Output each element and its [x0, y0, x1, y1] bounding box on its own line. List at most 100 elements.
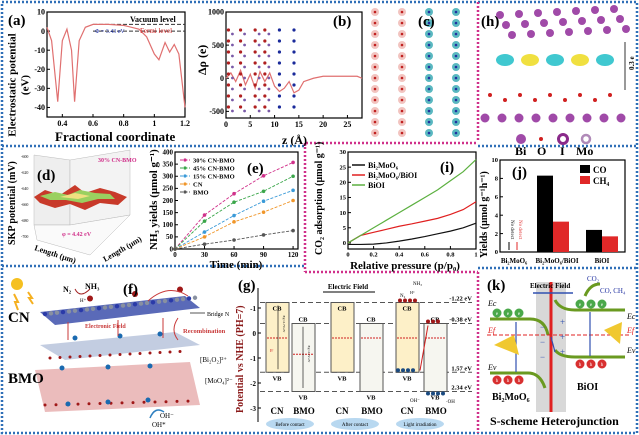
f-efield: Electronic Field	[85, 324, 126, 330]
charge-isosurface	[546, 54, 564, 66]
atom-o	[98, 354, 102, 357]
x-tick-label: 1.2	[180, 119, 190, 128]
electron-label: e	[590, 303, 593, 308]
legend-label: 30% CN-BMO	[193, 158, 235, 165]
atom-o	[54, 403, 58, 407]
atom-i	[553, 8, 561, 16]
atom-o	[118, 353, 122, 356]
d-ztick: -640	[21, 186, 28, 191]
ev-label-left: Ev	[487, 363, 497, 372]
atom-bi	[548, 113, 558, 123]
g-ylabel: Potential vs NHE (PH=7)	[235, 305, 246, 413]
atom-i	[578, 17, 586, 25]
hole	[406, 368, 410, 373]
atom	[427, 54, 431, 58]
atom	[373, 10, 377, 14]
x-tick-label: 10	[271, 120, 279, 129]
hole-icon	[586, 359, 596, 369]
f-nh3: NH₃	[85, 282, 100, 291]
hole	[431, 391, 435, 396]
atom	[373, 43, 377, 47]
atom-o	[142, 400, 146, 404]
cb-label: CB	[430, 317, 440, 324]
atom-bi	[497, 113, 507, 123]
ec-label-left: Ec	[487, 299, 497, 308]
ec-label-right: Ec	[626, 312, 636, 321]
atom-i	[559, 18, 567, 26]
atom	[238, 72, 243, 76]
legend-mo: Mo	[576, 144, 593, 158]
atom-i	[546, 29, 554, 37]
atom-i	[521, 20, 529, 28]
y-tick-label: 15	[340, 195, 347, 202]
recombination-arrow	[419, 325, 429, 371]
cn-band-box	[330, 302, 355, 373]
atom	[400, 21, 404, 25]
hole-icon	[514, 375, 524, 385]
atom	[132, 302, 138, 307]
x-tick-label: 5	[248, 120, 252, 129]
atom	[292, 28, 296, 32]
atom	[400, 54, 404, 58]
category-label: Bi₂MoO₆/BiOI	[535, 257, 578, 265]
bar-CO	[537, 175, 553, 252]
legend-marker	[183, 174, 187, 178]
y-tick-label: 0	[343, 240, 346, 247]
atom	[427, 65, 431, 69]
panel-label-j: (j)	[512, 165, 527, 181]
atom	[454, 98, 458, 102]
atom	[277, 105, 282, 109]
y-tick-label: 0	[495, 249, 498, 256]
cb-label: CB	[402, 306, 412, 313]
atom	[277, 72, 282, 76]
right-material-label: BiOI	[577, 382, 598, 393]
atom-bi	[72, 335, 78, 341]
n2-label: N₂	[400, 294, 406, 299]
atom	[238, 39, 243, 43]
charge-isosurface	[596, 54, 614, 66]
data-point	[261, 189, 266, 194]
atom	[263, 39, 267, 43]
hole	[436, 391, 440, 396]
atom-o	[164, 400, 168, 404]
data-point	[261, 233, 266, 237]
atom	[126, 302, 132, 308]
x-tick-label: 20	[319, 120, 327, 129]
atom-i	[502, 21, 510, 29]
eg-cn-label: Eg=2.79 eV	[282, 316, 286, 333]
no-detect-label: No detect	[517, 220, 522, 240]
series-line-BiOI	[347, 159, 477, 244]
vb-label: VB	[337, 375, 347, 382]
y-tick-label: -30	[34, 84, 45, 93]
legend-o: O	[537, 144, 546, 158]
co2-label: CO₂	[587, 275, 600, 283]
atom	[454, 109, 458, 113]
atom	[84, 307, 90, 312]
atom	[292, 39, 296, 43]
atom	[253, 28, 257, 32]
panel-label-h: (h)	[481, 14, 499, 30]
d-ztick: -660	[21, 202, 28, 207]
atom-bi	[105, 364, 111, 370]
atom	[263, 94, 267, 98]
atom-o	[128, 352, 132, 356]
y-tick-label: 1000	[208, 8, 224, 17]
y-tick-label: 6	[495, 194, 499, 201]
atom-o	[68, 355, 72, 359]
data-point	[202, 242, 207, 246]
data-point	[202, 213, 207, 217]
atom	[292, 83, 296, 87]
atom	[454, 21, 458, 25]
legend-swatch	[580, 165, 590, 173]
atom	[267, 32, 271, 36]
electron-icon	[492, 308, 502, 318]
y-tick-label: 0	[220, 74, 224, 83]
atom	[454, 65, 458, 69]
atom	[454, 54, 458, 58]
atom	[400, 98, 404, 102]
chart-a: 0.4 0.6 0.8 1 1.2 10 0 -10 -20 -30 -40	[34, 8, 190, 128]
atom	[238, 61, 243, 65]
cn-band-box	[265, 302, 290, 373]
atom	[267, 76, 271, 80]
x-tick-label: 0.4	[57, 119, 67, 128]
